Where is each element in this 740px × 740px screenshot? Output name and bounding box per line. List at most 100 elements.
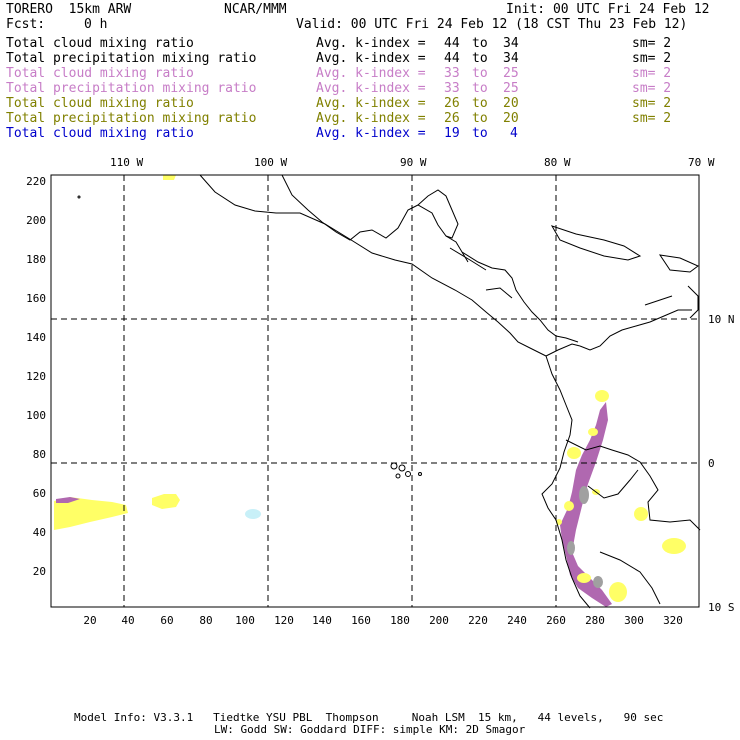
lat-label: 10 S: [708, 601, 735, 614]
legend-to-word: to: [472, 111, 488, 126]
lon-label: 70 W: [688, 156, 715, 169]
y-tick-label: 20: [33, 565, 46, 578]
legend-index: Avg. k-index =: [316, 111, 426, 126]
x-tick-label: 40: [121, 614, 134, 627]
x-tick-label: 60: [160, 614, 173, 627]
lon-label: 80 W: [544, 156, 571, 169]
legend-field: Total cloud mixing ratio: [6, 96, 194, 111]
plot-frame: [50, 174, 700, 608]
y-tick-label: 180: [26, 253, 46, 266]
legend-from: 19: [444, 126, 460, 141]
legend-index: Avg. k-index =: [316, 66, 426, 81]
x-tick-label: 160: [351, 614, 371, 627]
precip-low-1: [579, 486, 589, 504]
precip-low-3: [593, 576, 603, 588]
legend-sm: sm= 2: [632, 36, 672, 51]
graticule-labels: 110 W 100 W 90 W 80 W 70 W 10 N 0 10 S: [110, 156, 735, 614]
precip-band-andes: [560, 402, 612, 607]
legend-sm: sm= 2: [632, 96, 672, 111]
legend-sm: sm= 2: [632, 81, 672, 96]
legend-index: Avg. k-index =: [316, 81, 426, 96]
central-america-border-1: [449, 247, 487, 271]
legend-field: Total precipitation mixing ratio: [6, 51, 257, 66]
galapagos-2: [398, 464, 406, 472]
legend-to: 4: [510, 126, 518, 141]
cloud-blob-1: [595, 390, 609, 402]
legend-index: Avg. k-index =: [316, 96, 426, 111]
legend-from: 26: [444, 111, 460, 126]
hispaniola: [658, 254, 699, 273]
legend-to: 20: [503, 96, 519, 111]
legend-field: Total cloud mixing ratio: [6, 36, 194, 51]
y-tick-label: 160: [26, 292, 46, 305]
legend-from: 33: [444, 66, 460, 81]
legend-index: Avg. k-index =: [316, 126, 426, 141]
legend-to: 25: [503, 81, 519, 96]
legend-to-word: to: [472, 96, 488, 111]
x-tick-label: 100: [235, 614, 255, 627]
y-grid-ticks: 220 200 180 160 140 120 100 80 60 40 20: [26, 175, 46, 578]
cloud-patch-west: [54, 497, 128, 530]
cloud-patch-central: [152, 494, 180, 509]
legend-to: 34: [503, 51, 519, 66]
legend-from: 33: [444, 81, 460, 96]
central-america-border-2: [485, 287, 513, 299]
legend-from: 44: [444, 51, 460, 66]
forecast-value: 0 h: [84, 17, 108, 32]
cloud-blob-3: [588, 428, 598, 436]
init-time: Init: 00 UTC Fri 24 Feb 12: [506, 2, 710, 17]
y-tick-label: 60: [33, 487, 46, 500]
model-title: TORERO 15km ARW: [6, 2, 132, 17]
galapagos-3: [405, 471, 411, 477]
model-info-line1: Model Info: V3.3.1 Tiedtke YSU PBL Thomp…: [74, 711, 664, 724]
lon-label: 110 W: [110, 156, 143, 169]
cloud-blob-6: [609, 582, 627, 602]
x-tick-label: 120: [274, 614, 294, 627]
cloud-field-layer: [54, 175, 686, 607]
coastline-layer: [77, 174, 701, 609]
y-tick-label: 200: [26, 214, 46, 227]
cuba: [550, 225, 642, 261]
legend-index: Avg. k-index =: [316, 51, 426, 66]
x-tick-label: 200: [429, 614, 449, 627]
legend-from: 26: [444, 96, 460, 111]
galapagos-5: [418, 472, 422, 476]
x-tick-label: 260: [546, 614, 566, 627]
yucatan: [417, 189, 459, 239]
legend-to-word: to: [472, 81, 488, 96]
cloud-blob-2: [567, 447, 581, 459]
legend-field: Total precipitation mixing ratio: [6, 111, 257, 126]
cloud-blob-8: [662, 538, 686, 554]
legend-field: Total cloud mixing ratio: [6, 126, 194, 141]
legend-to: 25: [503, 66, 519, 81]
legend-to: 20: [503, 111, 519, 126]
x-tick-label: 20: [83, 614, 96, 627]
south-america-west-coast: [541, 355, 591, 609]
cloud-blob-5: [577, 573, 591, 583]
x-tick-label: 280: [585, 614, 605, 627]
y-tick-label: 120: [26, 370, 46, 383]
x-tick-label: 320: [663, 614, 683, 627]
legend-sm: sm= 2: [632, 66, 672, 81]
forecast-label: Fcst:: [6, 17, 46, 32]
lon-label: 90 W: [400, 156, 427, 169]
legend-to: 34: [503, 36, 519, 51]
south-america-coast: [579, 309, 692, 351]
andes-border-2: [587, 469, 639, 499]
x-tick-label: 300: [624, 614, 644, 627]
legend-index: Avg. k-index =: [316, 36, 426, 51]
organization-label: NCAR/MMM: [224, 2, 287, 17]
y-tick-label: 40: [33, 526, 46, 539]
andes-border-3: [599, 551, 661, 605]
x-tick-label: 80: [199, 614, 212, 627]
panama: [545, 343, 581, 357]
model-info-line2: LW: Godd SW: Goddard DIFF: simple KM: 2D…: [214, 723, 526, 736]
legend-sm: sm= 2: [632, 51, 672, 66]
lat-label: 10 N: [708, 313, 735, 326]
legend-field: Total precipitation mixing ratio: [6, 81, 257, 96]
andes-border-1: [565, 439, 701, 531]
legend-to-word: to: [472, 51, 488, 66]
y-tick-label: 80: [33, 448, 46, 461]
y-tick-label: 140: [26, 331, 46, 344]
cloud-blob-4: [564, 501, 574, 511]
